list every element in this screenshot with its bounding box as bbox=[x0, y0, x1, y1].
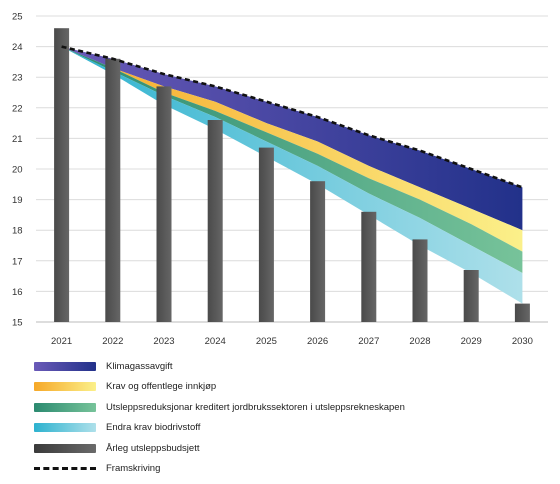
y-tick-label: 16 bbox=[12, 287, 23, 298]
budget-bar bbox=[207, 120, 223, 322]
budget-bar bbox=[105, 58, 121, 323]
projection-line-group bbox=[61, 45, 523, 189]
legend-item-krav-offentlege-innkjop: Krav og offentlege innkjøp bbox=[34, 377, 544, 398]
legend-label: Klimagassavgift bbox=[106, 360, 173, 372]
x-axis-ticks: 2021 2022 2023 2024 2025 2026 2027 2028 2029 2030 bbox=[51, 336, 533, 347]
legend-label: Utsleppsreduksjonar kreditert jordbrukss… bbox=[106, 401, 405, 413]
y-tick-label: 17 bbox=[12, 256, 23, 267]
budget-bar bbox=[412, 239, 428, 322]
x-tick-label: 2022 bbox=[102, 336, 123, 347]
legend-label: Krav og offentlege innkjøp bbox=[106, 381, 217, 393]
budget-bar bbox=[310, 181, 326, 322]
budget-bars bbox=[54, 28, 530, 323]
budget-bar bbox=[258, 147, 274, 322]
legend-swatch bbox=[34, 361, 96, 371]
projection-line bbox=[61, 45, 523, 189]
x-tick-label: 2021 bbox=[51, 336, 72, 347]
budget-bar bbox=[156, 86, 172, 323]
x-tick-label: 2028 bbox=[409, 336, 430, 347]
legend-swatch bbox=[34, 423, 96, 433]
y-tick-label: 20 bbox=[12, 165, 23, 176]
y-tick-label: 22 bbox=[12, 103, 23, 114]
legend-label: Årleg utsleppsbudsjett bbox=[106, 442, 200, 454]
budget-bar bbox=[361, 211, 377, 322]
legend-item-klimagassavgift: Klimagassavgift bbox=[34, 356, 544, 377]
x-tick-label: 2025 bbox=[256, 336, 277, 347]
y-axis-ticks: 15 16 17 18 19 20 21 22 23 24 25 bbox=[12, 12, 23, 329]
stacked-areas bbox=[61, 46, 523, 304]
legend-item-endra-krav-biodrivstoff: Endra krav biodrivstoff bbox=[34, 418, 544, 439]
legend-item-framskriving: Framskriving bbox=[34, 459, 544, 480]
y-tick-label: 15 bbox=[12, 318, 23, 329]
legend-swatch bbox=[34, 382, 96, 392]
x-tick-label: 2026 bbox=[307, 336, 328, 347]
x-tick-label: 2029 bbox=[461, 336, 482, 347]
y-tick-label: 21 bbox=[12, 134, 23, 145]
legend-swatch-dashed bbox=[34, 467, 96, 471]
budget-bar bbox=[463, 270, 479, 322]
y-tick-label: 25 bbox=[12, 12, 23, 23]
x-tick-label: 2023 bbox=[153, 336, 174, 347]
x-tick-label: 2024 bbox=[205, 336, 226, 347]
legend-label: Endra krav biodrivstoff bbox=[106, 422, 201, 434]
y-tick-label: 19 bbox=[12, 195, 23, 206]
legend: Klimagassavgift Krav og offentlege innkj… bbox=[34, 356, 544, 479]
y-tick-label: 18 bbox=[12, 226, 23, 237]
legend-swatch bbox=[34, 402, 96, 412]
x-tick-label: 2030 bbox=[512, 336, 533, 347]
legend-item-utsleppsreduksjonar: Utsleppsreduksjonar kreditert jordbrukss… bbox=[34, 397, 544, 418]
budget-bar bbox=[514, 303, 530, 322]
legend-item-arleg-utsleppsbudsjett: Årleg utsleppsbudsjett bbox=[34, 438, 544, 459]
y-tick-label: 23 bbox=[12, 73, 23, 84]
y-tick-label: 24 bbox=[12, 42, 23, 53]
legend-swatch bbox=[34, 443, 96, 453]
budget-bar bbox=[54, 28, 70, 322]
legend-label: Framskriving bbox=[106, 463, 161, 475]
x-tick-label: 2027 bbox=[358, 336, 379, 347]
